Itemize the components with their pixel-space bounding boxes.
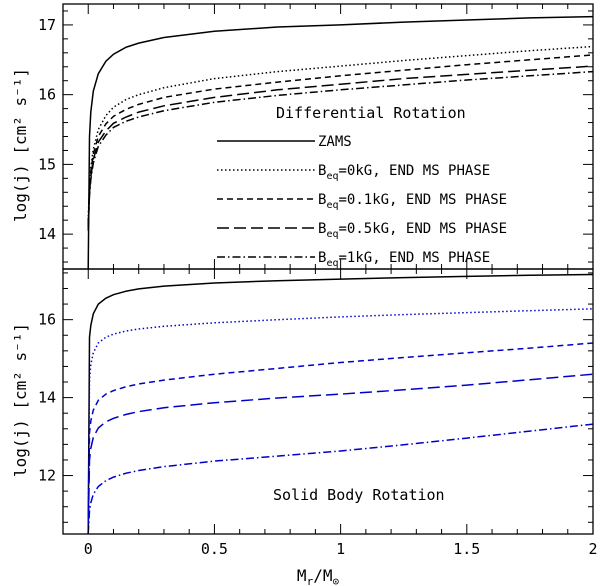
legend-label-sub: eq — [326, 229, 338, 240]
bottom-panel-title: Solid Body Rotation — [273, 486, 445, 504]
bottom-series-line-0 — [87, 273, 594, 535]
bottom-series-line-1 — [87, 308, 594, 535]
legend-label-rest: =0.5kG, END MS PHASE — [338, 221, 507, 237]
bottom-tick-layer: 12 14 16 0 0.5 1 1.5 2 — [38, 269, 598, 558]
bottom-plot-frame — [62, 268, 594, 535]
x-axis-title: Mr/M⊙ — [297, 566, 339, 586]
legend-label-rest: =0kG, END MS PHASE — [338, 163, 490, 179]
bottom-y-tick-label: 14 — [38, 389, 56, 407]
bottom-x-tick-label: 0.5 — [201, 540, 228, 558]
legend-label-main: ZAMS — [318, 134, 352, 150]
legend-label-main: B — [318, 192, 326, 208]
top-panel-title: Differential Rotation — [276, 104, 466, 122]
top-y-tick-label: 15 — [38, 155, 56, 173]
top-series-line-2 — [87, 54, 594, 224]
x-axis-title-sub2: ⊙ — [332, 575, 339, 586]
bottom-y-tick-label: 16 — [38, 311, 56, 329]
legend-label-2: Beq=0.1kG, END MS PHASE — [318, 192, 507, 211]
bottom-series-line-4 — [87, 423, 594, 535]
top-y-tick-label: 16 — [38, 86, 56, 104]
top-series-line-4 — [87, 70, 594, 231]
bottom-series-layer — [87, 273, 594, 535]
legend-label-1: Beq=0kG, END MS PHASE — [318, 163, 490, 182]
legend-label-rest: =0.1kG, END MS PHASE — [338, 192, 507, 208]
x-axis-title-main: M — [297, 566, 307, 585]
top-tick-layer: 14 15 16 17 — [38, 4, 594, 269]
legend-label-rest: =1kG, END MS PHASE — [338, 250, 490, 266]
legend-label-main: B — [318, 250, 326, 266]
legend-label-main: B — [318, 163, 326, 179]
legend-label-4: Beq=1kG, END MS PHASE — [318, 250, 490, 269]
legend-label-3: Beq=0.5kG, END MS PHASE — [318, 221, 507, 240]
legend-label-0: ZAMS — [318, 134, 352, 150]
top-series-layer — [87, 15, 594, 270]
x-axis-title-sub: r — [307, 575, 314, 586]
legend-label-sub: eq — [326, 171, 338, 182]
bottom-y-tick-label: 12 — [38, 467, 56, 485]
top-series-line-0 — [87, 15, 594, 270]
legend-label-sub: eq — [326, 200, 338, 211]
bottom-x-tick-label: 2 — [588, 540, 597, 558]
top-series-line-1 — [87, 45, 594, 221]
top-y-tick-label: 17 — [38, 16, 56, 34]
legend-label-sub: eq — [326, 258, 338, 269]
bottom-y-axis-title: log(j) [cm² s⁻¹] — [11, 323, 30, 477]
x-axis-title-slash: /M — [313, 566, 332, 585]
bottom-x-tick-label: 1 — [336, 540, 345, 558]
bottom-x-tick-label: 0 — [84, 540, 93, 558]
panel-solid-body-rotation: 12 14 16 0 0.5 1 1.5 2 Solid Body Rotation log(… — [11, 268, 598, 586]
bottom-series-line-2 — [87, 342, 594, 535]
bottom-series-line-3 — [87, 373, 594, 535]
bottom-x-tick-label: 1.5 — [453, 540, 480, 558]
legend-label-main: B — [318, 221, 326, 237]
top-y-tick-label: 14 — [38, 225, 56, 243]
top-y-axis-title: log(j) [cm² s⁻¹] — [11, 68, 30, 222]
